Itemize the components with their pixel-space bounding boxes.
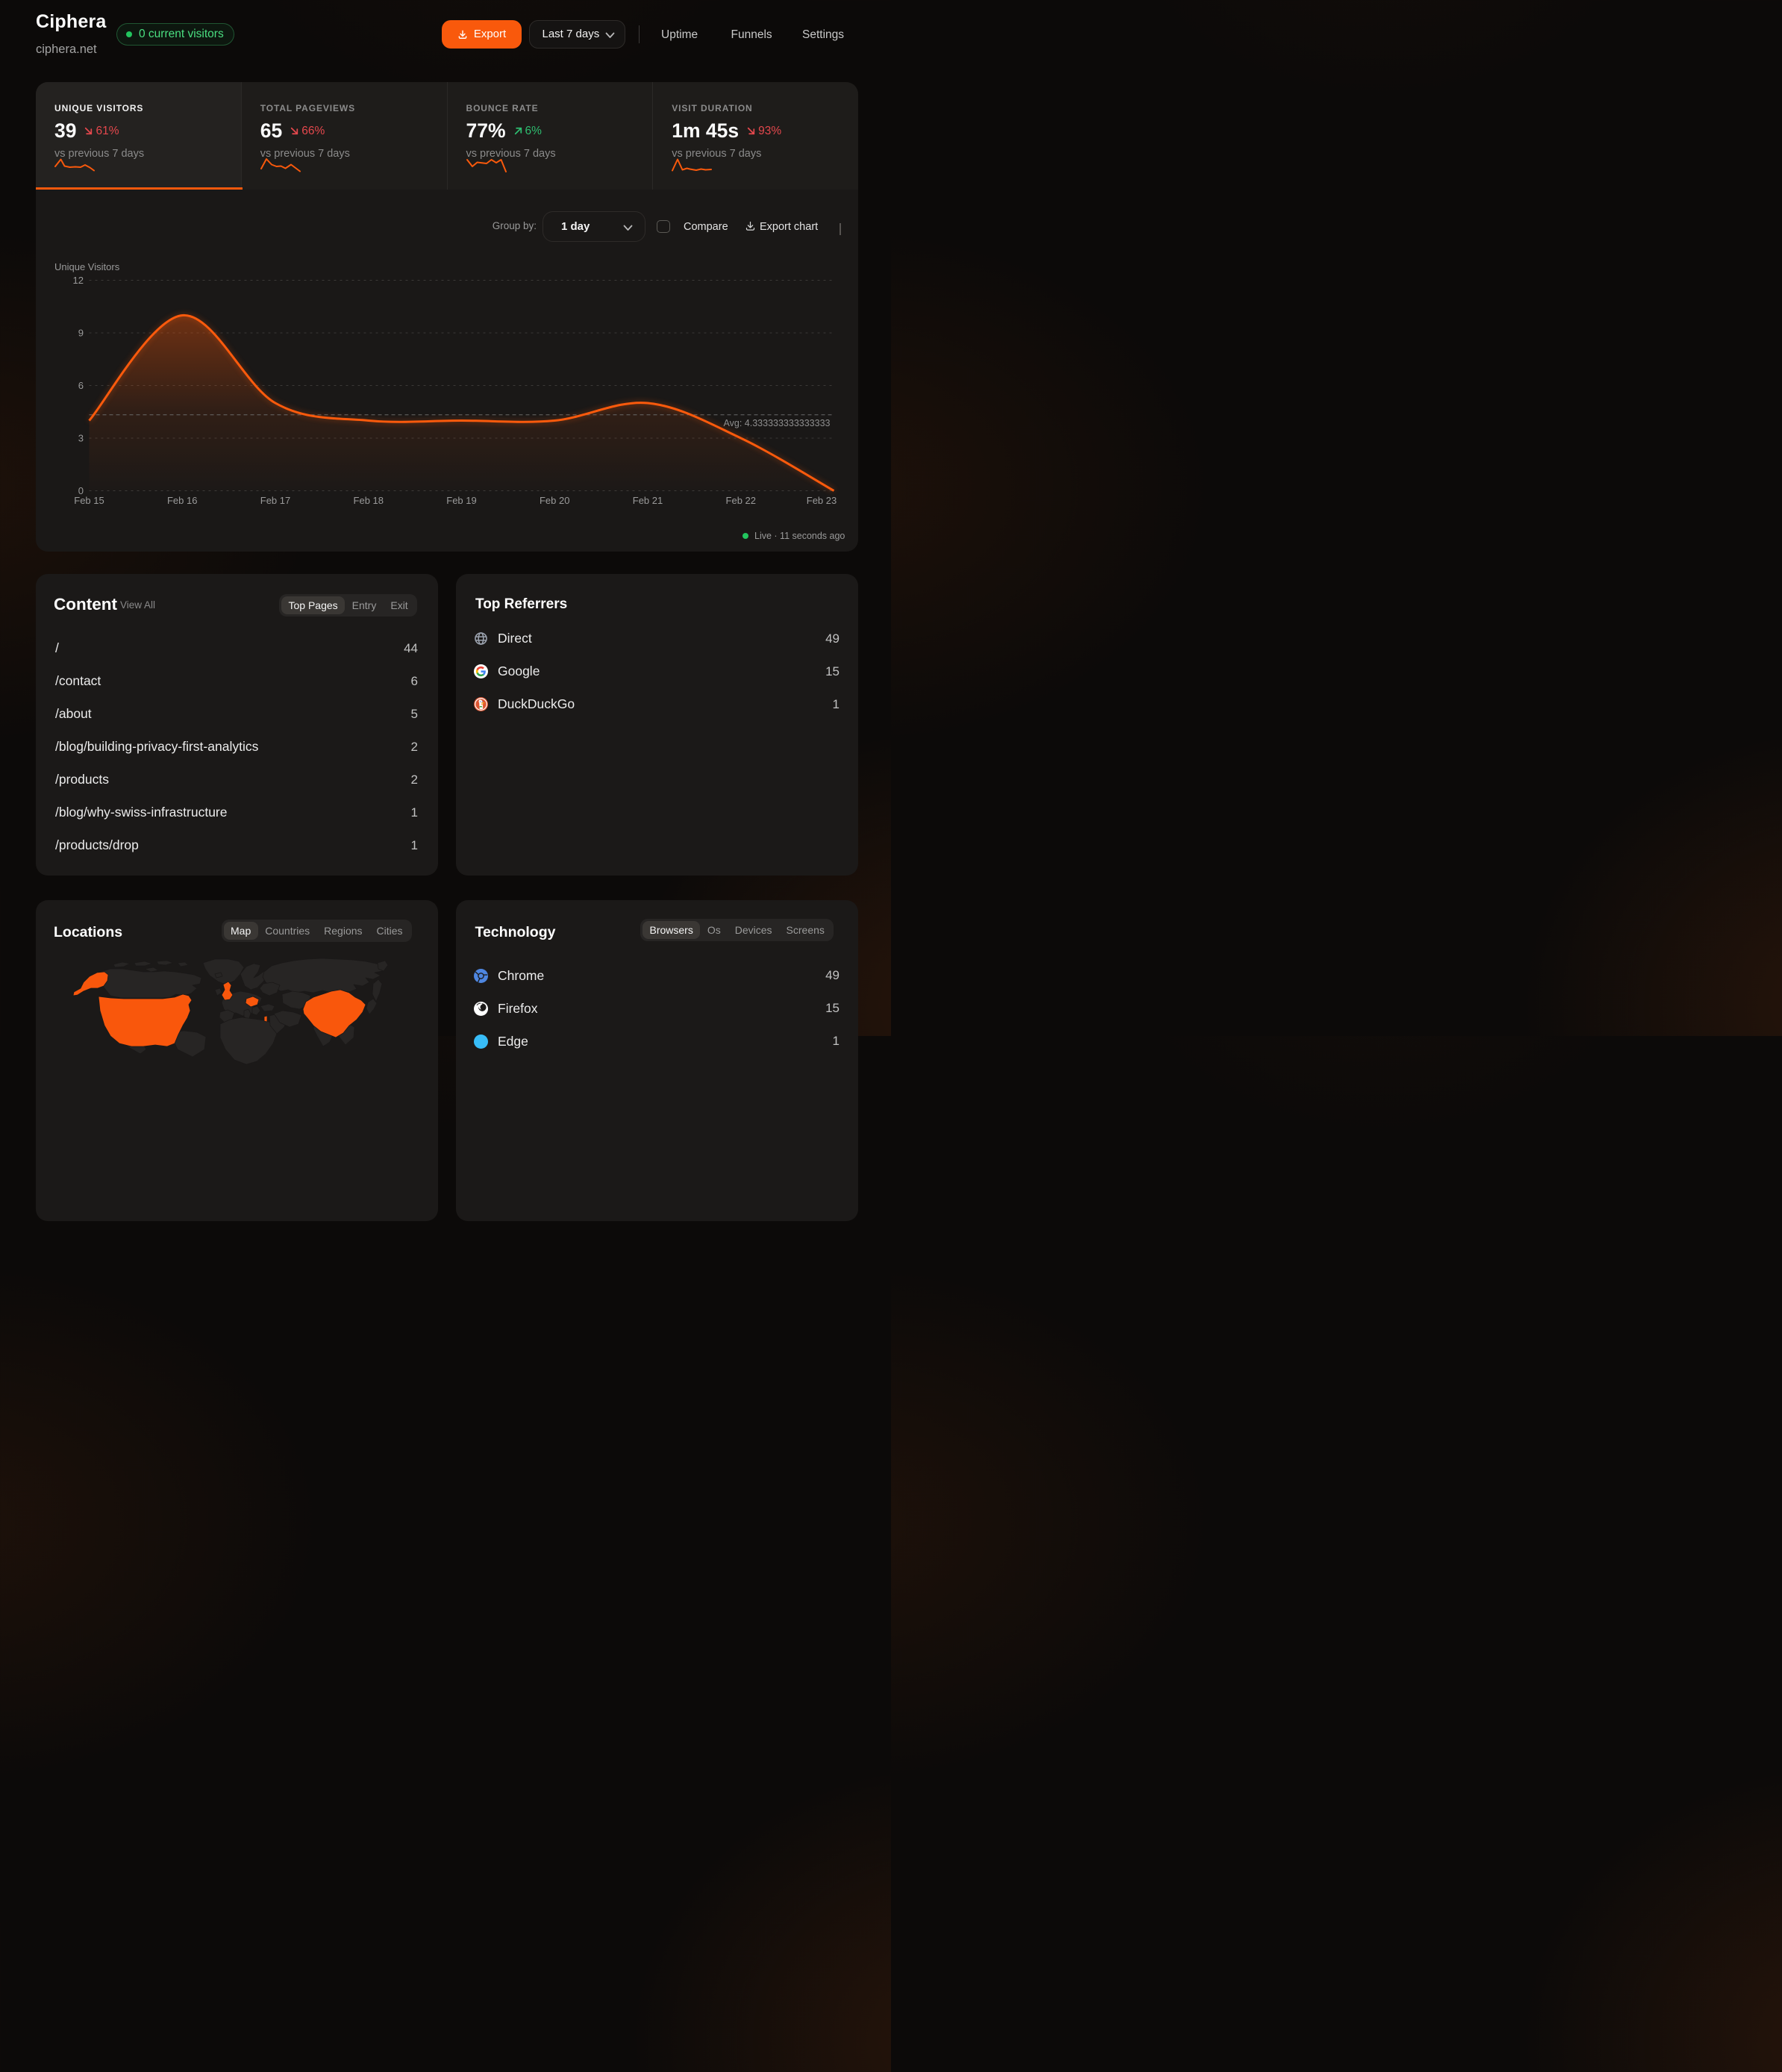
svg-text:Feb 19: Feb 19: [446, 495, 476, 506]
svg-text:12: 12: [73, 275, 84, 286]
svg-text:9: 9: [78, 327, 84, 338]
svg-text:Feb 23: Feb 23: [807, 495, 837, 506]
svg-text:Feb 20: Feb 20: [540, 495, 569, 506]
svg-text:0: 0: [78, 485, 84, 496]
svg-text:6: 6: [78, 380, 84, 391]
svg-text:3: 3: [78, 432, 84, 443]
svg-text:Feb 16: Feb 16: [167, 495, 197, 506]
svg-text:Avg: 4.333333333333333: Avg: 4.333333333333333: [724, 418, 831, 428]
svg-text:Feb 17: Feb 17: [260, 495, 290, 506]
svg-text:Feb 22: Feb 22: [726, 495, 756, 506]
svg-text:Feb 21: Feb 21: [633, 495, 663, 506]
svg-text:Feb 18: Feb 18: [354, 495, 384, 506]
svg-text:Feb 15: Feb 15: [74, 495, 104, 506]
